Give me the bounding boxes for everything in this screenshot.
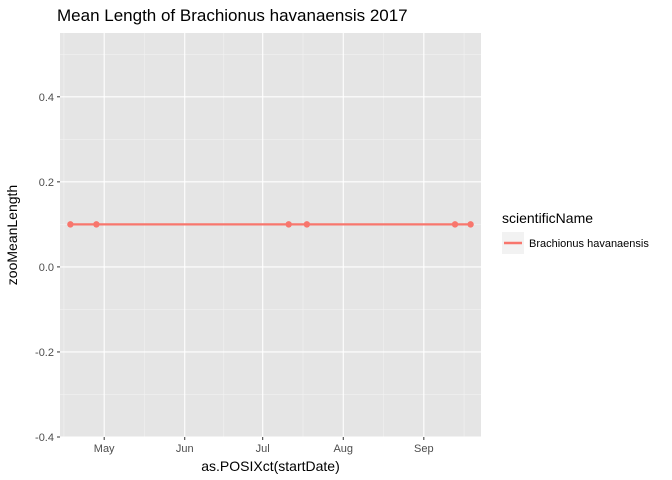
y-tick-label: 0.0: [39, 262, 54, 274]
legend-label: Brachionus havanaensis: [529, 238, 649, 250]
y-tick-label: 0.4: [39, 92, 54, 104]
data-point: [303, 221, 311, 228]
legend-title: scientificName: [502, 210, 593, 226]
x-tick-label: Jul: [256, 443, 270, 455]
data-point: [467, 221, 474, 228]
y-tick-label: -0.4: [35, 432, 54, 444]
x-axis: May Jun Jul Aug Sep: [94, 437, 434, 455]
series-layer: [67, 221, 474, 228]
chart-title: Mean Length of Brachionus havanaensis 20…: [57, 6, 408, 25]
data-point: [93, 221, 100, 228]
y-axis: -0.4 -0.2 0.0 0.2 0.4: [35, 92, 60, 444]
x-tick-label: May: [94, 443, 115, 455]
data-point: [451, 221, 459, 228]
legend: scientificName Brachionus havanaensis: [502, 210, 649, 254]
y-axis-title: zooMeanLength: [4, 185, 20, 285]
x-axis-title: as.POSIXct(startDate): [201, 458, 339, 474]
x-tick-label: Aug: [333, 443, 353, 455]
grid-lines: [60, 33, 481, 438]
plot-panel: [60, 33, 481, 437]
y-tick-label: 0.2: [39, 177, 54, 189]
x-tick-label: Jun: [176, 443, 194, 455]
data-point: [285, 221, 292, 228]
y-tick-label: -0.2: [35, 347, 54, 359]
data-point: [67, 221, 74, 228]
x-tick-label: Sep: [414, 443, 434, 455]
